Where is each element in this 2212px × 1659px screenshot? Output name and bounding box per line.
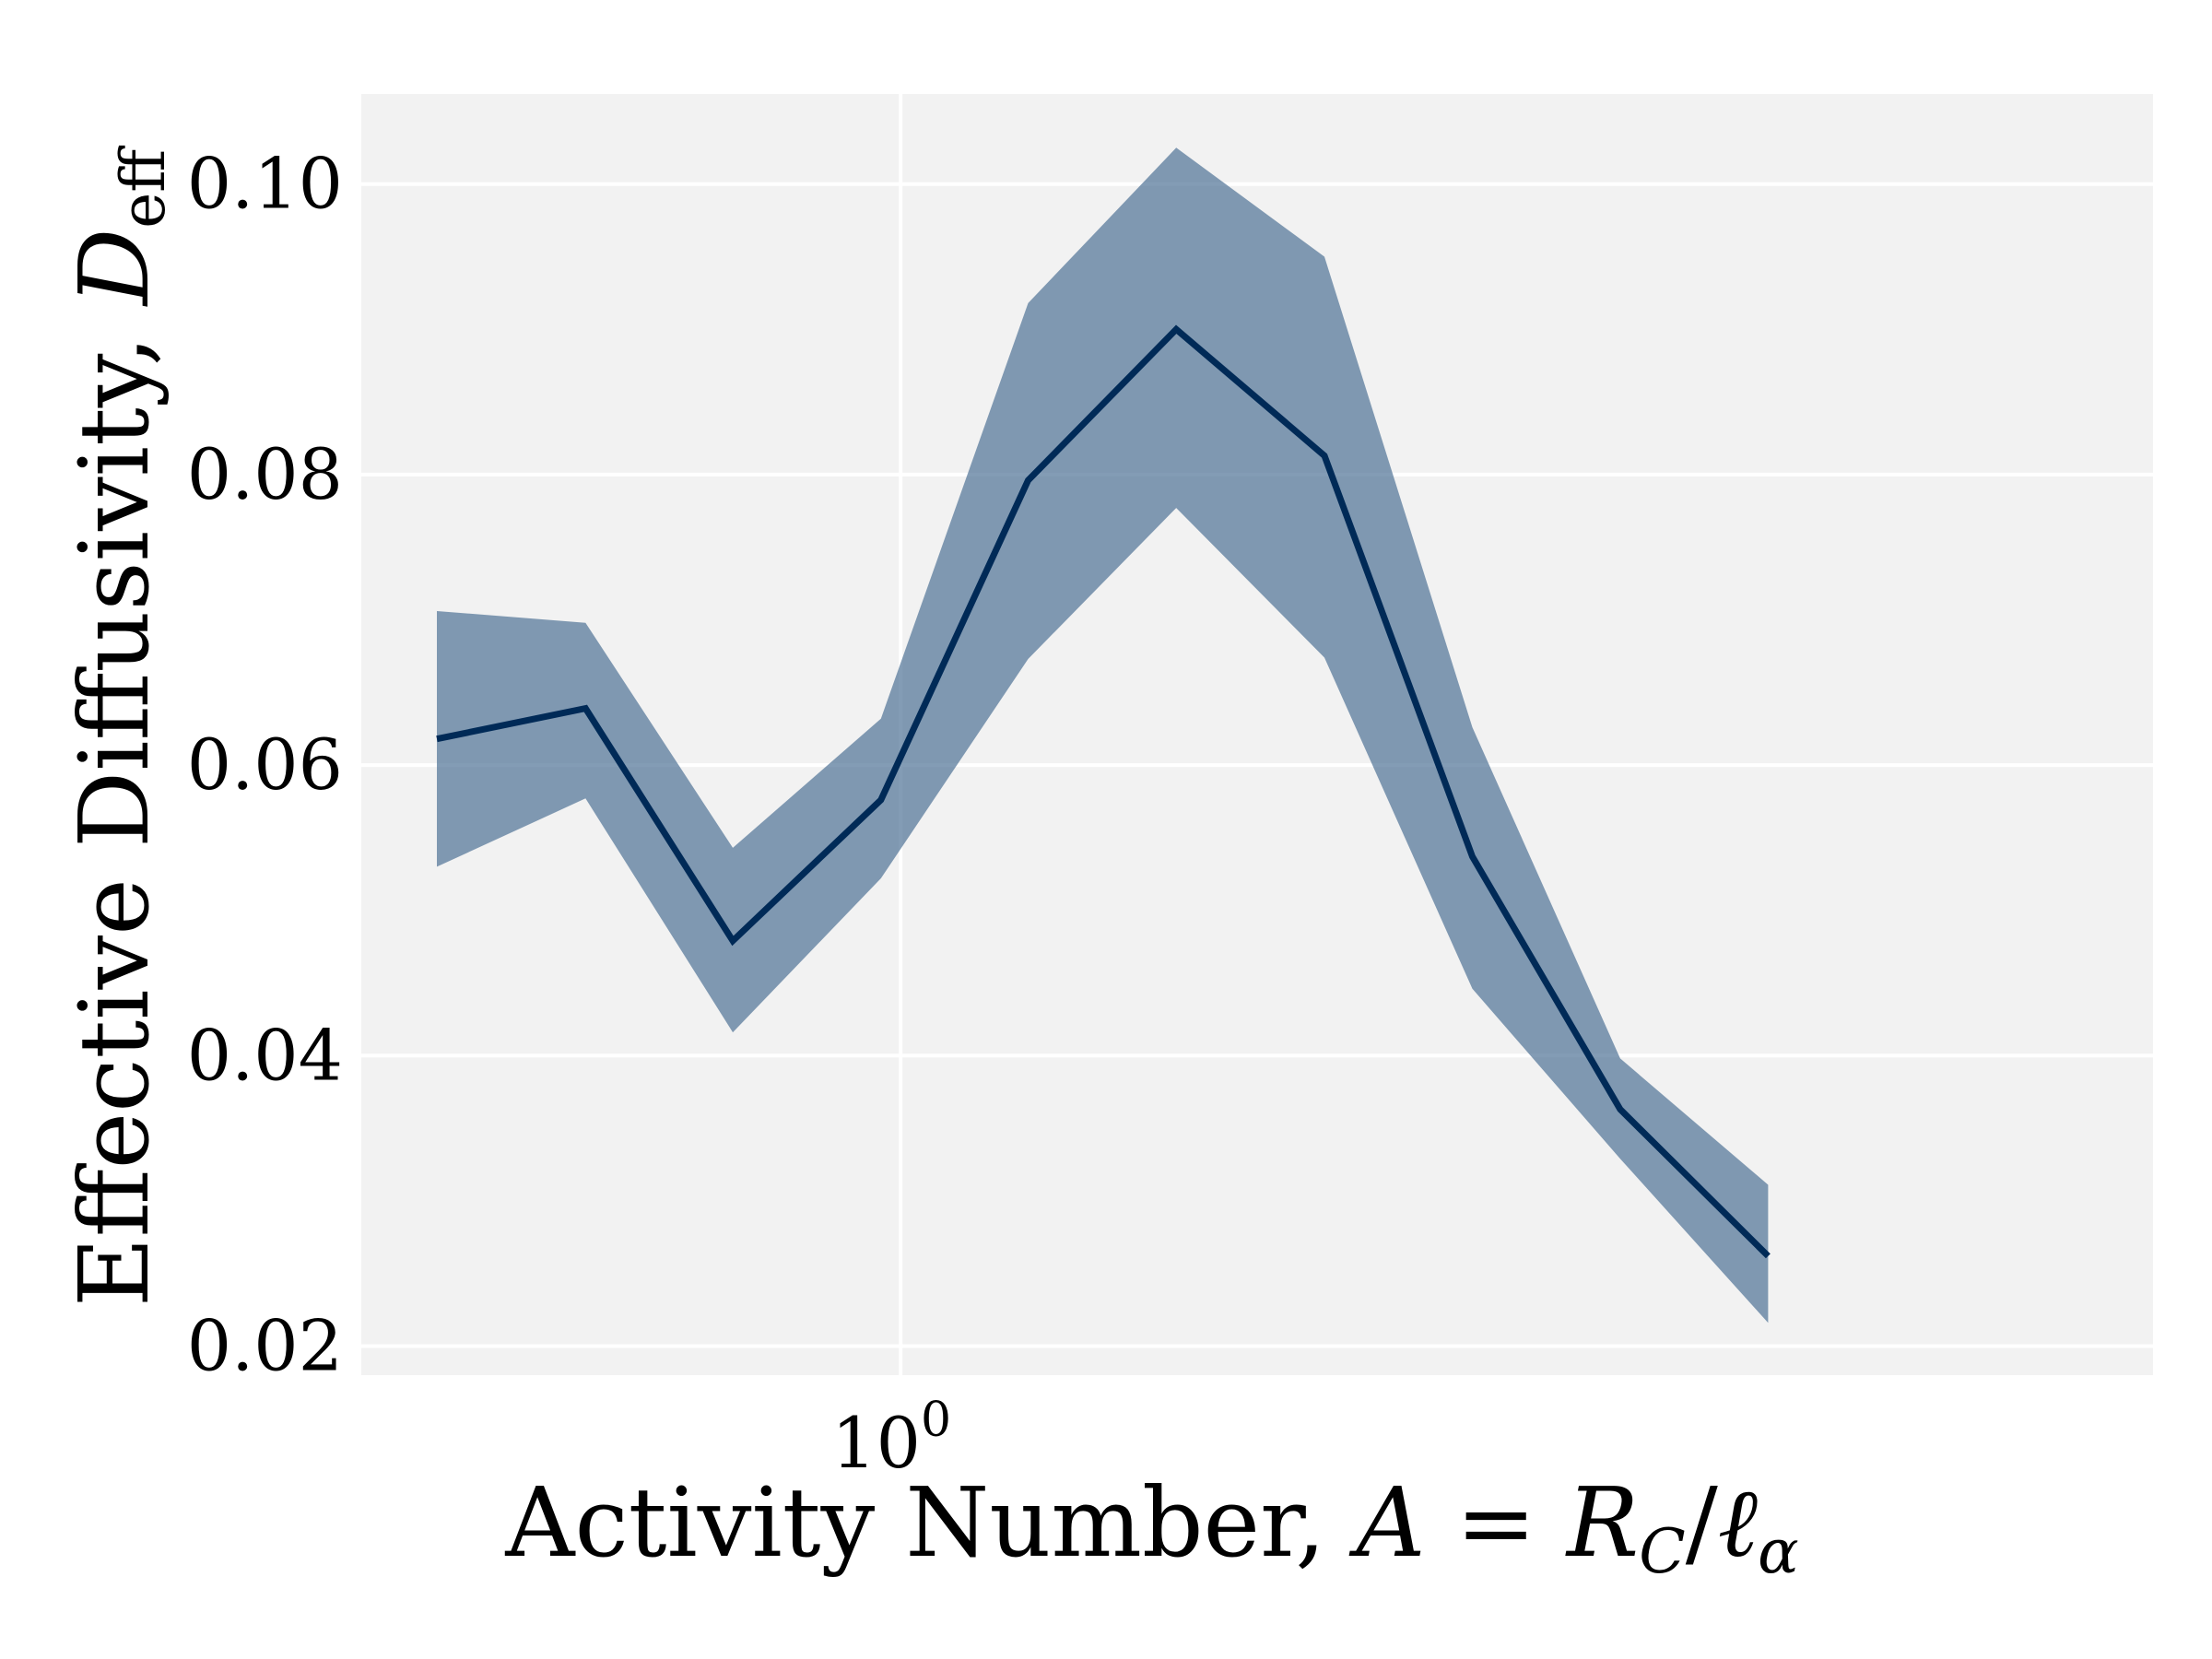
y-axis-title: Effective Diffusivity, Deff: [58, 146, 179, 1307]
y-tick-labels: 0.02 0.04 0.06 0.08 0.10: [187, 143, 343, 1387]
x-axis-title: Activity Number, A = RC/ℓα: [504, 1466, 1798, 1587]
y-tick-label: 0.02: [187, 1304, 343, 1386]
y-tick-label: 0.06: [187, 724, 343, 806]
x-tick-label: 100: [831, 1393, 951, 1484]
x-tick-labels: 100: [831, 1393, 951, 1484]
series-line: [436, 324, 1771, 1259]
y-tick-label: 0.08: [187, 433, 343, 515]
confidence-band: [437, 147, 1769, 1324]
y-tick-label: 0.10: [187, 143, 343, 225]
y-tick-label: 0.04: [187, 1014, 343, 1096]
